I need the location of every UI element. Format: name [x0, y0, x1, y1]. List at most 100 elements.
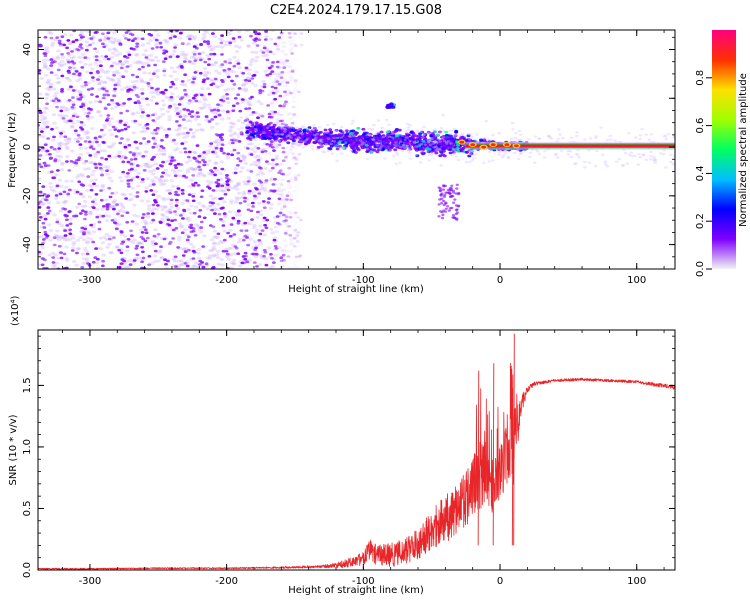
- signal-halo-cell: [664, 138, 668, 141]
- noise-haze-cell: [281, 41, 286, 45]
- noise-haze-cell: [89, 185, 95, 188]
- noise-speckle: [199, 93, 204, 97]
- noise-haze-cell: [243, 162, 249, 165]
- noise-haze-cell: [40, 149, 45, 153]
- noise-haze-cell: [71, 243, 76, 246]
- noise-speckle: [289, 198, 293, 202]
- noise-haze-cell: [111, 142, 117, 146]
- noise-speckle: [187, 193, 192, 196]
- line-x-tick-label: 0: [497, 576, 503, 587]
- signal-halo-cell: [280, 133, 285, 136]
- noise-speckle: [209, 83, 214, 87]
- noise-speckle: [252, 73, 257, 77]
- noise-haze-cell: [155, 116, 160, 120]
- noise-speckle: [182, 108, 187, 111]
- noise-speckle: [151, 119, 156, 122]
- noise-speckle: [174, 204, 179, 207]
- noise-haze-cell: [212, 45, 217, 49]
- noise-speckle: [210, 208, 214, 212]
- noise-haze-cell: [111, 79, 116, 82]
- signal-halo-cell: [398, 161, 402, 164]
- noise-haze-cell: [190, 135, 196, 139]
- noise-speckle: [77, 180, 82, 183]
- noise-haze-cell: [57, 61, 62, 65]
- noise-speckle: [219, 41, 224, 45]
- noise-speckle: [146, 140, 151, 143]
- noise-speckle: [91, 147, 96, 151]
- noise-haze-cell: [220, 189, 225, 193]
- noise-haze-cell: [65, 76, 70, 80]
- noise-speckle: [263, 250, 268, 254]
- signal-halo-cell: [401, 143, 406, 147]
- noise-speckle: [132, 153, 136, 157]
- noise-haze-cell: [271, 52, 276, 56]
- noise-speckle: [228, 61, 233, 65]
- noise-haze-cell: [110, 78, 115, 81]
- noise-haze-cell: [209, 78, 215, 82]
- noise-speckle: [46, 212, 50, 215]
- noise-speckle: [197, 160, 202, 164]
- signal-halo-cell: [335, 160, 340, 163]
- noise-speckle: [258, 232, 263, 236]
- noise-haze-cell: [98, 59, 103, 63]
- noise-haze-cell: [76, 247, 81, 251]
- noise-haze-cell: [131, 131, 136, 135]
- noise-haze-cell: [220, 109, 226, 113]
- noise-haze-cell: [224, 40, 230, 44]
- noise-speckle: [256, 116, 260, 119]
- noise-haze-cell: [164, 159, 170, 163]
- noise-speckle: [68, 119, 73, 123]
- noise-haze-cell: [126, 50, 131, 54]
- noise-speckle: [110, 64, 114, 68]
- noise-haze-cell: [200, 106, 205, 110]
- noise-speckle: [236, 219, 241, 223]
- noise-speckle: [137, 101, 142, 105]
- noise-haze-cell: [87, 184, 93, 187]
- noise-speckle: [225, 93, 230, 96]
- noise-haze-cell: [252, 182, 257, 186]
- noise-speckle: [270, 166, 275, 170]
- signal-halo-cell: [449, 142, 454, 145]
- noise-haze-cell: [269, 101, 274, 105]
- noise-speckle: [214, 133, 219, 136]
- noise-speckle: [284, 219, 288, 222]
- noise-speckle: [153, 142, 157, 145]
- signal-cell: [318, 130, 323, 134]
- signal-halo-cell: [408, 157, 413, 160]
- signal-halo-cell: [664, 166, 668, 169]
- noise-haze-cell: [145, 61, 150, 65]
- signal-halo-cell: [615, 160, 619, 163]
- noise-speckle: [249, 209, 254, 213]
- noise-haze-cell: [287, 172, 292, 176]
- noise-speckle: [89, 37, 94, 40]
- noise-haze-cell: [139, 180, 145, 184]
- noise-speckle: [154, 132, 159, 135]
- noise-haze-cell: [95, 207, 100, 211]
- noise-speckle: [129, 158, 134, 161]
- noise-haze-cell: [253, 84, 258, 88]
- noise-haze-cell: [268, 37, 274, 41]
- noise-speckle: [76, 158, 81, 162]
- noise-haze-cell: [216, 85, 221, 89]
- noise-speckle: [63, 234, 68, 237]
- noise-haze-cell: [274, 154, 279, 158]
- noise-haze-cell: [212, 207, 218, 211]
- signal-halo-cell: [617, 158, 622, 161]
- noise-speckle: [135, 253, 140, 257]
- noise-haze-cell: [162, 152, 167, 156]
- noise-speckle: [297, 152, 302, 156]
- noise-speckle: [275, 163, 279, 166]
- noise-haze-cell: [66, 87, 71, 91]
- carrier-hotspot-core: [481, 145, 486, 149]
- noise-haze-cell: [192, 150, 197, 154]
- noise-haze-cell: [296, 203, 301, 207]
- noise-speckle: [55, 36, 60, 39]
- noise-speckle: [255, 44, 260, 47]
- signal-halo-cell: [286, 126, 291, 129]
- noise-haze-cell: [159, 126, 164, 130]
- noise-haze-cell: [108, 145, 113, 149]
- noise-haze-cell: [193, 261, 199, 265]
- noise-haze-cell: [275, 192, 281, 196]
- noise-speckle: [97, 220, 102, 224]
- noise-speckle: [271, 91, 276, 95]
